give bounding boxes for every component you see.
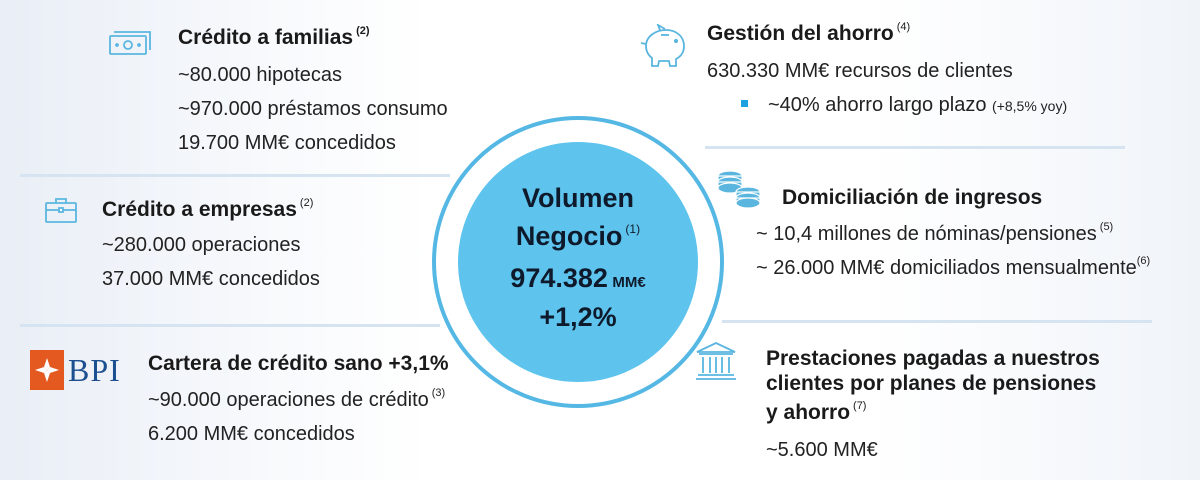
bpi-line-1: ~90.000 operaciones de crédito (3)	[148, 387, 446, 411]
domiciliacion-title: Domiciliación de ingresos	[782, 186, 1043, 209]
credito-empresas-block: Crédito a empresas (2) ~280.000 operacion…	[102, 197, 320, 291]
gestion-ahorro-title: Gestión del ahorro (4)	[707, 21, 911, 45]
briefcase-icon	[44, 196, 78, 229]
prestaciones-note: (7)	[853, 400, 867, 412]
credito-empresas-line-2: 37.000 MM€ concedidos	[102, 268, 320, 290]
left-background	[0, 0, 430, 480]
credito-familias-line-1: ~80.000 hipotecas	[178, 64, 343, 86]
gestion-ahorro-note: (4)	[896, 21, 911, 33]
bpi-block: Cartera de crédito sano +3,1% ~90.000 op…	[148, 352, 449, 446]
bpi-line-2: 6.200 MM€ concedidos	[148, 423, 355, 445]
domiciliacion-line-2: ~ 26.000 MM€ domiciliados mensualmente(6…	[756, 255, 1151, 279]
gestion-ahorro-yoy: (+8,5% yoy)	[992, 98, 1068, 114]
center-unit: MM€	[612, 274, 646, 291]
gestion-ahorro-line-1: 630.330 MM€ recursos de clientes	[707, 60, 1013, 82]
center-title-line-2: Negocio (1)	[515, 221, 641, 251]
separator-left-1	[20, 174, 450, 177]
credito-empresas-title: Crédito a empresas (2)	[102, 197, 314, 221]
coins-icon	[716, 168, 764, 215]
domiciliacion-line-1-note: (5)	[1099, 221, 1114, 234]
separator-right-1	[705, 146, 1125, 149]
domiciliacion-line-2-note: (6)	[1136, 255, 1151, 268]
gestion-ahorro-bullet-item: ~40% ahorro largo plazo (+8,5% yoy)	[741, 94, 1067, 117]
prestaciones-block: Prestaciones pagadas a nuestros clientes…	[766, 346, 1100, 462]
bpi-logo-text: BPI	[68, 351, 121, 388]
bullet-square	[741, 100, 748, 108]
bpi-logo-mark	[30, 350, 64, 390]
center-note: (1)	[625, 222, 641, 236]
piggy-bank-icon	[638, 22, 688, 75]
credito-empresas-line-1: ~280.000 operaciones	[102, 234, 301, 256]
bpi-logo: BPI	[30, 350, 121, 390]
gestion-ahorro-block: Gestión del ahorro (4) 630.330 MM€ recurs…	[707, 21, 1067, 117]
center-title-line-1: Volumen	[521, 183, 634, 213]
bpi-title: Cartera de crédito sano +3,1%	[148, 352, 449, 375]
separator-left-2	[20, 324, 440, 327]
prestaciones-title-line-3: y ahorro (7)	[766, 400, 867, 424]
credito-familias-title: Crédito a familias (2)	[178, 25, 370, 49]
center-value-row: 974.382 MM€	[458, 263, 698, 294]
credito-familias-line-3: 19.700 MM€ concedidos	[178, 132, 396, 154]
center-change: +1,2%	[539, 302, 617, 332]
banknote-icon	[108, 30, 152, 65]
prestaciones-title-line-2: clientes por planes de pensiones	[766, 372, 1097, 395]
credito-familias-note: (2)	[356, 25, 370, 37]
right-background	[870, 0, 1200, 480]
prestaciones-value: ~5.600 MM€	[766, 439, 878, 461]
bpi-line-1-note: (3)	[431, 387, 446, 400]
center-value: 974.382	[510, 263, 608, 293]
credito-familias-line-2: ~970.000 préstamos consumo	[178, 98, 448, 120]
credito-empresas-note: (2)	[299, 197, 314, 209]
domiciliacion-block: Domiciliación de ingresos ~ 10,4 millone…	[756, 186, 1150, 280]
bank-building-icon	[694, 340, 738, 387]
separator-right-2	[722, 320, 1152, 323]
prestaciones-title-line-1: Prestaciones pagadas a nuestros	[766, 347, 1100, 370]
credito-familias-block: Crédito a familias (2) ~80.000 hipotecas …	[178, 25, 448, 155]
domiciliacion-line-1: ~ 10,4 millones de nóminas/pensiones (5)	[756, 221, 1114, 245]
volumen-negocio-circle: Volumen Negocio (1) 974.382 MM€ +1,2%	[458, 142, 698, 382]
